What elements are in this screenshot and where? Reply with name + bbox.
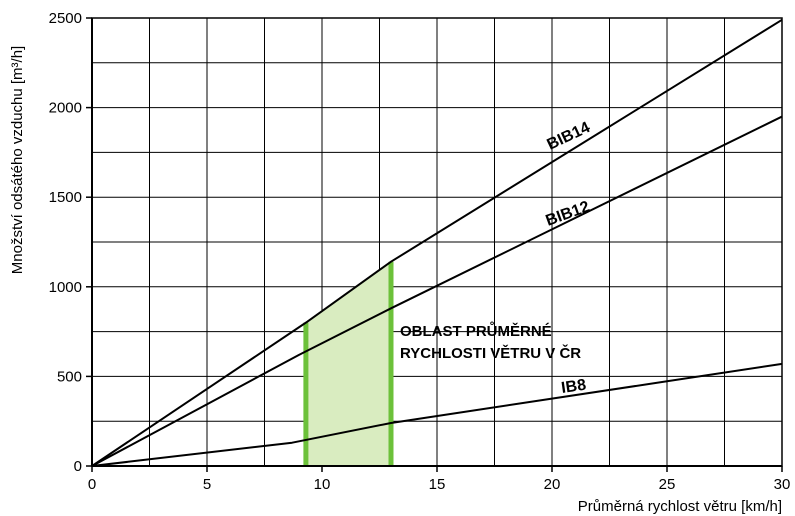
x-ticks: 0 5 10 15 20 25 30 xyxy=(88,466,791,493)
y-tick-label: 500 xyxy=(57,368,82,385)
grid xyxy=(92,18,782,466)
series-line-ib8 xyxy=(91,362,783,467)
series-label-ib8: IB8 xyxy=(560,377,587,397)
region-label-line1: OBLAST PRŮMĚRNÉ xyxy=(400,321,552,340)
x-tick-label: 15 xyxy=(429,476,446,493)
highlight-area xyxy=(305,261,391,466)
y-tick-label: 1000 xyxy=(49,279,82,296)
series-line-bib12 xyxy=(91,115,783,467)
y-axis-label: Množství odsátého vzduchu [m³/h] xyxy=(9,46,26,274)
y-tick-label: 2000 xyxy=(49,100,82,117)
x-tick-label: 20 xyxy=(544,476,561,493)
x-tick-label: 0 xyxy=(88,476,96,493)
x-tick-label: 10 xyxy=(314,476,331,493)
region-label-line2: RYCHLOSTI VĚTRU V ČR xyxy=(400,344,581,362)
x-tick-label: 5 xyxy=(203,476,211,493)
x-tick-label: 30 xyxy=(774,476,791,493)
x-tick-label: 25 xyxy=(659,476,676,493)
series-lines xyxy=(91,18,783,467)
y-ticks: 0 500 1000 1500 2000 2500 xyxy=(49,10,92,475)
y-tick-label: 1500 xyxy=(49,189,82,206)
y-tick-label: 0 xyxy=(74,458,82,475)
x-axis-label: Průměrná rychlost větru [km/h] xyxy=(578,498,782,515)
series-label-bib12: BIB12 xyxy=(544,198,593,230)
series-line-bib14 xyxy=(91,18,783,467)
y-tick-label: 2500 xyxy=(49,10,82,27)
highlight-region xyxy=(303,261,394,466)
